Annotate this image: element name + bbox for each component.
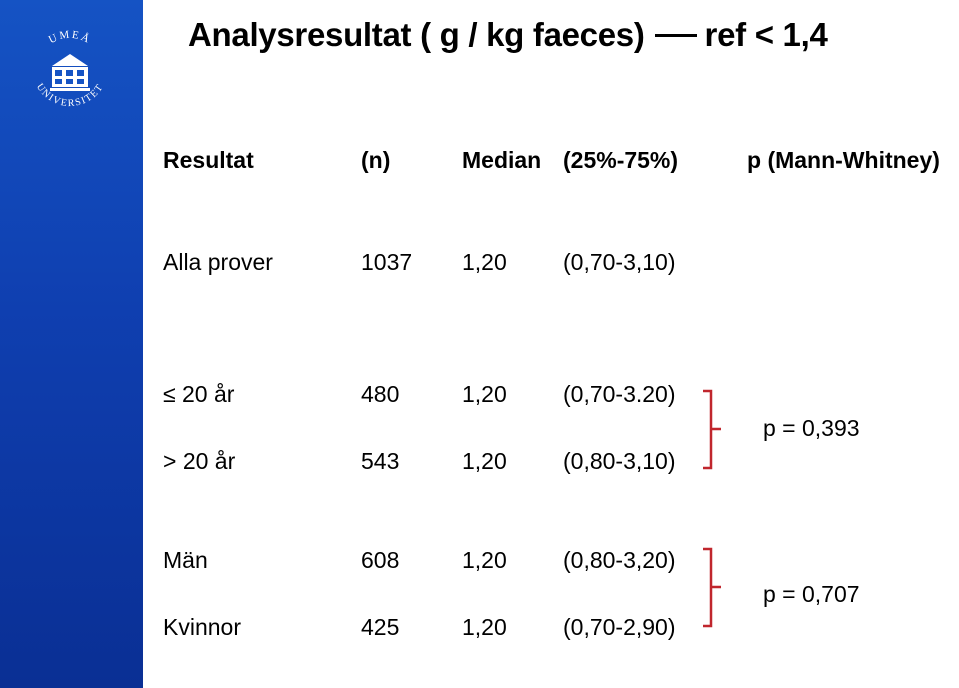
- row-n: 1037: [361, 249, 413, 275]
- row-label: Kvinnor: [163, 614, 241, 640]
- header-iqr: (25%-75%): [563, 147, 679, 173]
- slide-title: Analysresultat ( g / kg faeces) ref < 1,4: [188, 16, 828, 54]
- age-p-value: p = 0,393: [763, 415, 860, 441]
- row-median: 1,20: [462, 448, 507, 474]
- row-iqr: (0,70-3.20): [563, 381, 676, 407]
- header-resultat: Resultat: [163, 147, 254, 173]
- header-n: (n): [361, 147, 391, 173]
- row-iqr: (0,70-2,90): [563, 614, 676, 640]
- umea-university-logo: UMEÅ UNIVERSITET: [34, 29, 105, 110]
- row-n: 543: [361, 448, 400, 474]
- university-sidebar-band: UMEÅ UNIVERSITET: [0, 0, 143, 688]
- row-median: 1,20: [462, 547, 507, 573]
- row-n: 425: [361, 614, 400, 640]
- svg-text:UMEÅ: UMEÅ: [47, 29, 93, 47]
- row-median: 1,20: [462, 614, 507, 640]
- age-comparison-bracket: [703, 389, 721, 470]
- title-reference: ref < 1,4: [704, 16, 828, 53]
- row-iqr: (0,80-3,20): [563, 547, 676, 573]
- row-n: 480: [361, 381, 400, 407]
- row-median: 1,20: [462, 249, 507, 275]
- row-iqr: (0,80-3,10): [563, 448, 676, 474]
- sex-comparison-bracket: [703, 547, 721, 628]
- header-p-value: p (Mann-Whitney): [747, 147, 940, 173]
- title-main: Analysresultat ( g / kg faeces): [188, 16, 645, 53]
- row-label: > 20 år: [163, 448, 236, 474]
- row-n: 608: [361, 547, 400, 573]
- row-label: Alla prover: [163, 249, 273, 275]
- row-label: Män: [163, 547, 208, 573]
- row-iqr: (0,70-3,10): [563, 249, 676, 275]
- header-median: Median: [462, 147, 542, 173]
- sex-p-value: p = 0,707: [763, 581, 860, 607]
- row-median: 1,20: [462, 381, 507, 407]
- row-label: ≤ 20 år: [163, 381, 235, 407]
- title-dash: [654, 33, 697, 37]
